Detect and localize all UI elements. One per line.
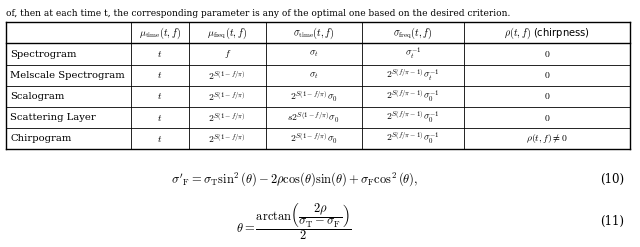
- Text: $\sigma_t$: $\sigma_t$: [308, 49, 319, 59]
- Text: $\mu_{\mathrm{time}}(t, f)$: $\mu_{\mathrm{time}}(t, f)$: [139, 25, 181, 41]
- Text: $\sigma_{\mathrm{freq}}(t, f)$: $\sigma_{\mathrm{freq}}(t, f)$: [393, 25, 433, 41]
- Text: $2^{S(f/\pi-1)}\sigma_t^{-1}$: $2^{S(f/\pi-1)}\sigma_t^{-1}$: [386, 68, 440, 83]
- Text: $t$: $t$: [157, 91, 163, 102]
- Text: $\sigma_{\mathrm{time}}(t, f)$: $\sigma_{\mathrm{time}}(t, f)$: [292, 25, 335, 41]
- Text: Melscale Spectrogram: Melscale Spectrogram: [10, 71, 125, 80]
- Text: $2^{S(1-f/\pi)}$: $2^{S(1-f/\pi)}$: [209, 90, 246, 103]
- Text: $\sigma_t^{-1}$: $\sigma_t^{-1}$: [404, 46, 421, 62]
- Text: Scalogram: Scalogram: [10, 92, 65, 101]
- Text: $\rho(t, f) \neq 0$: $\rho(t, f) \neq 0$: [526, 132, 568, 145]
- Text: $2^{S(1-f/\pi)}\sigma_0$: $2^{S(1-f/\pi)}\sigma_0$: [290, 132, 337, 146]
- Text: Scattering Layer: Scattering Layer: [10, 113, 96, 122]
- Text: Chirpogram: Chirpogram: [10, 134, 72, 143]
- Text: Spectrogram: Spectrogram: [10, 50, 77, 59]
- Text: $2^{S(f/\pi-1)}\sigma_0^{-1}$: $2^{S(f/\pi-1)}\sigma_0^{-1}$: [386, 131, 440, 146]
- Text: $t$: $t$: [157, 134, 163, 144]
- Text: $f$: $f$: [223, 48, 231, 60]
- Text: (10): (10): [600, 173, 624, 185]
- Text: $t$: $t$: [157, 49, 163, 59]
- Text: $\sigma_t$: $\sigma_t$: [308, 70, 319, 81]
- Text: $2^{S(1-f/\pi)}$: $2^{S(1-f/\pi)}$: [209, 132, 246, 145]
- Text: $\mu_{\mathrm{freq}}(t, f)$: $\mu_{\mathrm{freq}}(t, f)$: [207, 25, 247, 41]
- Text: of, then at each time t, the corresponding parameter is any of the optimal one b: of, then at each time t, the correspondi…: [6, 9, 511, 18]
- Text: $0$: $0$: [544, 70, 550, 80]
- Text: $\sigma'_{\mathrm{F}} =\sigma_{\mathrm{T}} \sin^2(\theta) - 2\rho\cos(\theta)\si: $\sigma'_{\mathrm{F}} =\sigma_{\mathrm{T…: [171, 170, 418, 188]
- Text: $2^{S(1-f/\pi)}$: $2^{S(1-f/\pi)}$: [209, 69, 246, 82]
- Text: $0$: $0$: [544, 49, 550, 59]
- Text: $2^{S(1-f/\pi)}\sigma_0$: $2^{S(1-f/\pi)}\sigma_0$: [290, 89, 337, 104]
- Text: $2^{S(1-f/\pi)}$: $2^{S(1-f/\pi)}$: [209, 111, 246, 124]
- Text: $s2^{S(1-f/\pi)}\sigma_0$: $s2^{S(1-f/\pi)}\sigma_0$: [287, 110, 340, 125]
- Text: $2^{S(f/\pi-1)}\sigma_0^{-1}$: $2^{S(f/\pi-1)}\sigma_0^{-1}$: [386, 89, 440, 104]
- Text: $0$: $0$: [544, 91, 550, 102]
- Text: $\theta =\dfrac{\arctan\!\left(\dfrac{2\rho}{\sigma_{\mathrm{T}} - \sigma_{\math: $\theta =\dfrac{\arctan\!\left(\dfrac{2\…: [237, 201, 352, 242]
- Text: $\rho(t, f)$ (chirpness): $\rho(t, f)$ (chirpness): [504, 25, 590, 41]
- Text: $t$: $t$: [157, 113, 163, 123]
- Text: $t$: $t$: [157, 70, 163, 80]
- Text: $0$: $0$: [544, 113, 550, 123]
- Text: $2^{S(f/\pi-1)}\sigma_0^{-1}$: $2^{S(f/\pi-1)}\sigma_0^{-1}$: [386, 110, 440, 125]
- Text: (11): (11): [600, 215, 624, 227]
